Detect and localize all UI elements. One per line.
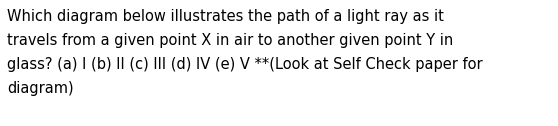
Text: Which diagram below illustrates the path of a light ray as it
travels from a giv: Which diagram below illustrates the path… <box>7 9 483 96</box>
